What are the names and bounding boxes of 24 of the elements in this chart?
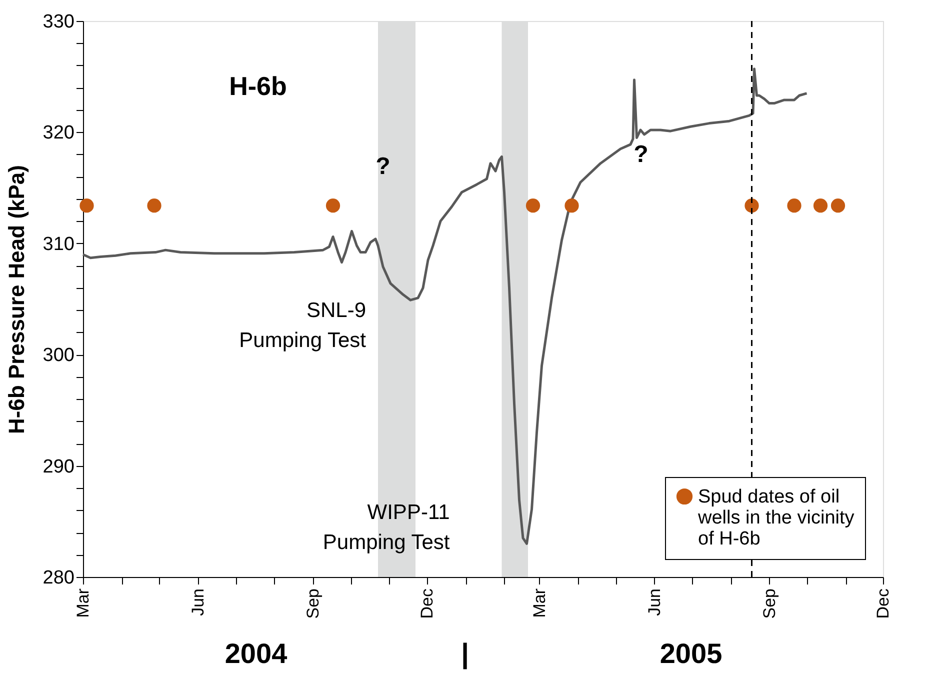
legend-label: Spud dates of oil wells in the vicinity of H-6b <box>697 486 855 550</box>
x-tick-label: Dec <box>874 588 892 619</box>
y-tick-label: 290 <box>42 456 74 478</box>
text: 2005 <box>660 638 722 669</box>
x-tick-label: Mar <box>74 588 92 618</box>
annotation: ? <box>376 153 390 180</box>
x-tick-label: Sep <box>760 588 779 619</box>
y-tick-label: 300 <box>42 345 74 366</box>
x-tick-label: Jun <box>188 588 208 616</box>
x-tick-label: Dec <box>417 588 436 619</box>
y-tick-label: 310 <box>42 234 74 255</box>
band-label: SNL-9 Pumping Test <box>239 299 366 352</box>
y-tick-label: 280 <box>42 568 74 588</box>
text: 2004 <box>224 638 288 669</box>
x-tick-label: Mar <box>530 588 549 618</box>
y-tick-label: 330 <box>42 12 74 32</box>
text: H-6b <box>229 71 287 101</box>
annotation: ? <box>634 141 648 168</box>
x-tick-label: Sep <box>304 588 322 619</box>
y-axis-title: H-6b Pressure Head (kPa) <box>4 165 29 434</box>
band-label: WIPP-11 Pumping Test <box>322 501 450 554</box>
text: | <box>461 638 469 670</box>
y-tick-label: 320 <box>42 122 74 144</box>
x-tick-label: Jun <box>644 588 664 616</box>
